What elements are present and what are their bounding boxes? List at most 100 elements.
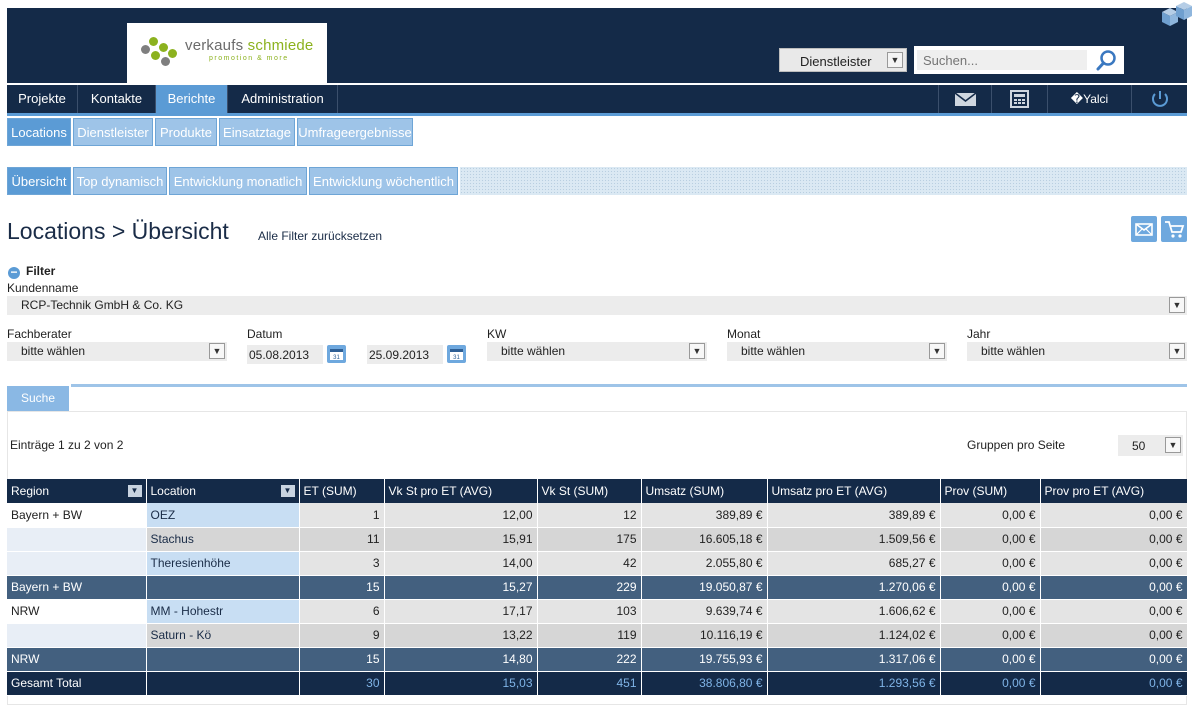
col-header-vk-avg[interactable]: Vk St pro ET (AVG) xyxy=(384,479,538,503)
cell-vk-avg: 15,27 xyxy=(384,575,538,600)
logo-mark-icon xyxy=(141,37,177,69)
filter-dropdown-icon[interactable]: ▼ xyxy=(127,485,142,497)
cell-location[interactable]: Stachus xyxy=(146,527,300,552)
cell-location[interactable]: Theresienhöhe xyxy=(146,551,300,576)
col-header-region[interactable]: Region ▼ xyxy=(7,479,147,503)
cell-vk-sum: 42 xyxy=(537,551,642,576)
kundenname-label: Kundenname xyxy=(7,281,79,295)
cell-region xyxy=(7,623,147,648)
search-scope-select[interactable]: Dienstleister ▼ xyxy=(779,48,907,72)
cell-umsatz: 10.116,19 € xyxy=(641,623,768,648)
cell-prov: 0,00 € xyxy=(940,599,1041,624)
mail-icon[interactable] xyxy=(938,85,991,113)
collapse-icon: − xyxy=(8,266,20,279)
cell-prov-avg: 0,00 € xyxy=(1040,623,1188,648)
reset-filters-link[interactable]: Alle Filter zurücksetzen xyxy=(258,229,383,243)
filter-dropdown-icon[interactable]: ▼ xyxy=(280,485,295,497)
table-header-row: Region ▼ Location ▼ ET (SUM) Vk St pro ET … xyxy=(7,479,1188,503)
datum-to-value: 25.09.2013 xyxy=(369,348,430,362)
cell-et: 3 xyxy=(299,551,385,576)
col-header-prov-avg[interactable]: Prov pro ET (AVG) xyxy=(1040,479,1188,503)
tab-uebersicht[interactable]: Übersicht xyxy=(7,167,71,195)
kundenname-value: RCP-Technik GmbH & Co. KG xyxy=(21,298,184,312)
cell-et: 15 xyxy=(299,575,385,600)
chevron-down-icon: ▼ xyxy=(209,343,225,359)
cell-region: Bayern + BW xyxy=(7,575,147,600)
app-header: verkaufs schmiede promotion & more Diens… xyxy=(7,8,1187,83)
col-header-vk-sum[interactable]: Vk St (SUM) xyxy=(537,479,642,503)
cell-location[interactable]: MM - Hohestr xyxy=(146,599,300,624)
calendar-icon[interactable]: 31 xyxy=(447,345,466,363)
cell-location xyxy=(146,575,300,600)
results-table: Region ▼ Location ▼ ET (SUM) Vk St pro ET … xyxy=(7,479,1188,696)
datum-to-input[interactable]: 25.09.2013 xyxy=(367,345,443,364)
cell-vk-avg: 15,91 xyxy=(384,527,538,552)
jahr-select[interactable]: bitte wählen ▼ xyxy=(967,342,1187,361)
cell-et: 11 xyxy=(299,527,385,552)
search-scope-value: Dienstleister xyxy=(800,54,872,69)
cell-location[interactable]: Saturn - Kö xyxy=(146,623,300,648)
power-icon[interactable] xyxy=(1131,85,1187,113)
cell-vk-avg: 14,00 xyxy=(384,551,538,576)
subtab-produkte[interactable]: Produkte xyxy=(155,118,217,146)
cell-et: 6 xyxy=(299,599,385,624)
monat-select[interactable]: bitte wählen ▼ xyxy=(727,342,947,361)
email-export-icon[interactable] xyxy=(1131,216,1157,242)
subtab-umfrageergebnisse[interactable]: Umfrageergebnisse xyxy=(297,118,413,146)
cell-prov-avg: 0,00 € xyxy=(1040,503,1188,528)
nav-item-administration[interactable]: Administration xyxy=(228,85,338,113)
search-box xyxy=(914,46,1124,74)
nav-item-projekte[interactable]: Projekte xyxy=(7,85,78,113)
search-button[interactable]: Suche xyxy=(7,386,69,411)
tab-entwicklung-woechentlich[interactable]: Entwicklung wöchentlich xyxy=(309,167,458,195)
filter-title: Filter xyxy=(26,264,56,278)
col-header-umsatz-sum[interactable]: Umsatz (SUM) xyxy=(641,479,768,503)
subtab-dienstleister[interactable]: Dienstleister xyxy=(73,118,153,146)
fachberater-select[interactable]: bitte wählen ▼ xyxy=(7,342,227,361)
table-body: Bayern + BW OEZ 1 12,00 12 389,89 € 389,… xyxy=(7,503,1188,696)
cell-region: NRW xyxy=(7,599,147,624)
logo[interactable]: verkaufs schmiede promotion & more xyxy=(127,23,327,83)
user-menu[interactable]: �Yalci xyxy=(1047,85,1131,113)
filter-toggle[interactable]: − Filter xyxy=(8,264,55,279)
chevron-down-icon: ▼ xyxy=(1169,297,1185,313)
nav-item-berichte[interactable]: Berichte xyxy=(156,85,228,113)
subtotal-row: NRW 15 14,80 222 19.755,93 € 1.317,06 € … xyxy=(7,647,1188,672)
tab-entwicklung-monatlich[interactable]: Entwicklung monatlich xyxy=(169,167,307,195)
col-header-umsatz-avg[interactable]: Umsatz pro ET (AVG) xyxy=(767,479,941,503)
cell-location xyxy=(146,647,300,672)
cell-umsatz: 2.055,80 € xyxy=(641,551,768,576)
nav-item-kontakte[interactable]: Kontakte xyxy=(78,85,156,113)
chevron-down-icon: ▼ xyxy=(1165,437,1181,453)
kundenname-select[interactable]: RCP-Technik GmbH & Co. KG ▼ xyxy=(7,296,1187,315)
col-header-location[interactable]: Location ▼ xyxy=(146,479,300,503)
col-header-et-sum[interactable]: ET (SUM) xyxy=(299,479,385,503)
cell-umsatz-avg: 1.124,02 € xyxy=(767,623,941,648)
cell-region: Bayern + BW xyxy=(7,503,147,528)
cell-vk-sum: 12 xyxy=(537,503,642,528)
cell-vk-sum: 229 xyxy=(537,575,642,600)
logo-brand: verkaufs schmiede xyxy=(185,37,314,54)
kw-select[interactable]: bitte wählen ▼ xyxy=(487,342,707,361)
col-header-prov-sum[interactable]: Prov (SUM) xyxy=(940,479,1041,503)
search-input[interactable] xyxy=(917,50,1087,70)
cell-umsatz-avg: 685,27 € xyxy=(767,551,941,576)
calculator-icon[interactable] xyxy=(991,85,1047,113)
nav-divider xyxy=(7,113,1187,116)
groups-per-page-select[interactable]: 50 ▼ xyxy=(1118,435,1183,456)
cell-location[interactable]: OEZ xyxy=(146,503,300,528)
tab-top-dynamisch[interactable]: Top dynamisch xyxy=(73,167,167,195)
subtab-einsatztage[interactable]: Einsatztage xyxy=(219,118,295,146)
search-icon[interactable] xyxy=(1094,48,1120,72)
cell-region xyxy=(7,551,147,576)
datum-from-input[interactable]: 05.08.2013 xyxy=(247,345,323,364)
cell-region: Gesamt Total xyxy=(7,671,147,696)
cell-region: NRW xyxy=(7,647,147,672)
cell-vk-sum: 451 xyxy=(537,671,642,696)
cell-umsatz-avg: 1.293,56 € xyxy=(767,671,941,696)
main-nav: Projekte Kontakte Berichte Administratio… xyxy=(7,85,1187,113)
cart-export-icon[interactable] xyxy=(1161,216,1187,242)
chevron-down-icon: ▼ xyxy=(1169,343,1185,359)
subtab-locations[interactable]: Locations xyxy=(7,118,71,146)
calendar-icon[interactable]: 31 xyxy=(327,345,346,363)
